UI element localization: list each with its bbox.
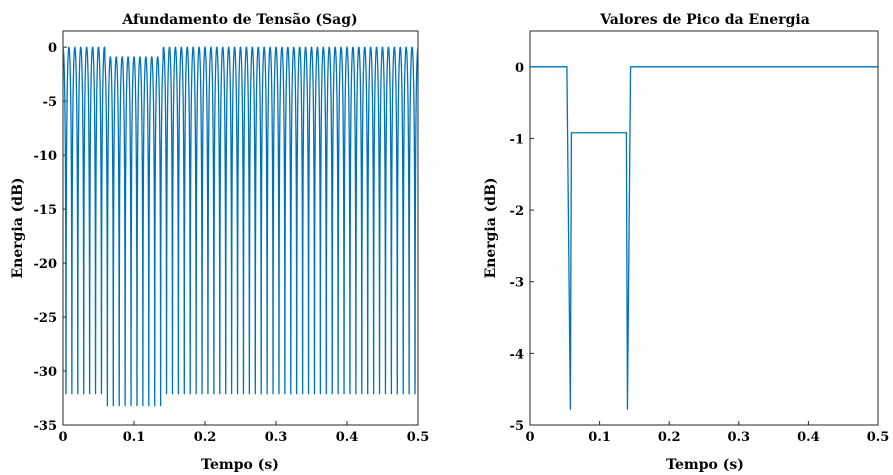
x-tick-label: 0.1 bbox=[123, 430, 146, 445]
y-tick-label: -30 bbox=[34, 365, 58, 380]
plot-sag-x-label: Tempo (s) bbox=[201, 457, 279, 473]
plot-peak-axes-box bbox=[529, 30, 879, 426]
plot-sag: Afundamento de Tensão (Sag) 0 0.1 0.2 0.3 0.… bbox=[10, 11, 429, 473]
plot-peak-title: Valores de Pico da Energia bbox=[599, 12, 810, 28]
y-tick-label: -1 bbox=[510, 132, 524, 147]
plot-peak: Valores de Pico da Energia 0 0.1 0.2 0.3 0.4… bbox=[483, 12, 889, 473]
x-tick-label: 0.2 bbox=[194, 430, 217, 445]
x-tick-label: 0.5 bbox=[867, 430, 890, 445]
y-tick-label: -3 bbox=[510, 276, 524, 291]
y-tick-label: -25 bbox=[34, 311, 58, 326]
plot-sag-title: Afundamento de Tensão (Sag) bbox=[121, 11, 357, 28]
x-tick-label: 0.4 bbox=[336, 430, 359, 445]
x-tick-label: 0.5 bbox=[407, 430, 430, 445]
y-tick-label: -5 bbox=[43, 95, 57, 110]
plot-sag-y-label: Energia (dB) bbox=[10, 177, 26, 278]
x-tick-label: 0.3 bbox=[265, 430, 288, 445]
plot-peak-series-line bbox=[530, 66, 878, 410]
plot-sag-x-ticks: 0 0.1 0.2 0.3 0.4 0.5 bbox=[58, 421, 429, 445]
x-tick-label: 0.4 bbox=[797, 430, 820, 445]
y-tick-label: 0 bbox=[515, 61, 524, 76]
plot-peak-x-label: Tempo (s) bbox=[666, 457, 744, 473]
plot-peak-x-ticks: 0 0.1 0.2 0.3 0.4 0.5 bbox=[525, 421, 889, 445]
y-tick-label: -10 bbox=[34, 149, 58, 164]
y-tick-label: -35 bbox=[34, 419, 58, 434]
y-tick-label: -15 bbox=[34, 203, 58, 218]
x-tick-label: 0.1 bbox=[588, 430, 611, 445]
x-tick-label: 0 bbox=[58, 430, 67, 445]
plot-peak-y-label: Energia (dB) bbox=[483, 177, 499, 278]
plot-sag-series-line bbox=[62, 46, 419, 407]
y-tick-label: -4 bbox=[510, 347, 524, 362]
y-tick-label: -20 bbox=[34, 257, 58, 272]
y-tick-label: 0 bbox=[48, 41, 57, 56]
plot-sag-axes-box bbox=[62, 30, 419, 426]
x-tick-label: 0 bbox=[525, 430, 534, 445]
plot-sag-y-ticks: 0 -5 -10 -15 -20 -25 -30 -35 bbox=[34, 41, 67, 434]
y-tick-label: -5 bbox=[510, 419, 524, 434]
x-tick-label: 0.3 bbox=[727, 430, 750, 445]
x-tick-label: 0.2 bbox=[658, 430, 681, 445]
y-tick-label: -2 bbox=[510, 204, 524, 219]
